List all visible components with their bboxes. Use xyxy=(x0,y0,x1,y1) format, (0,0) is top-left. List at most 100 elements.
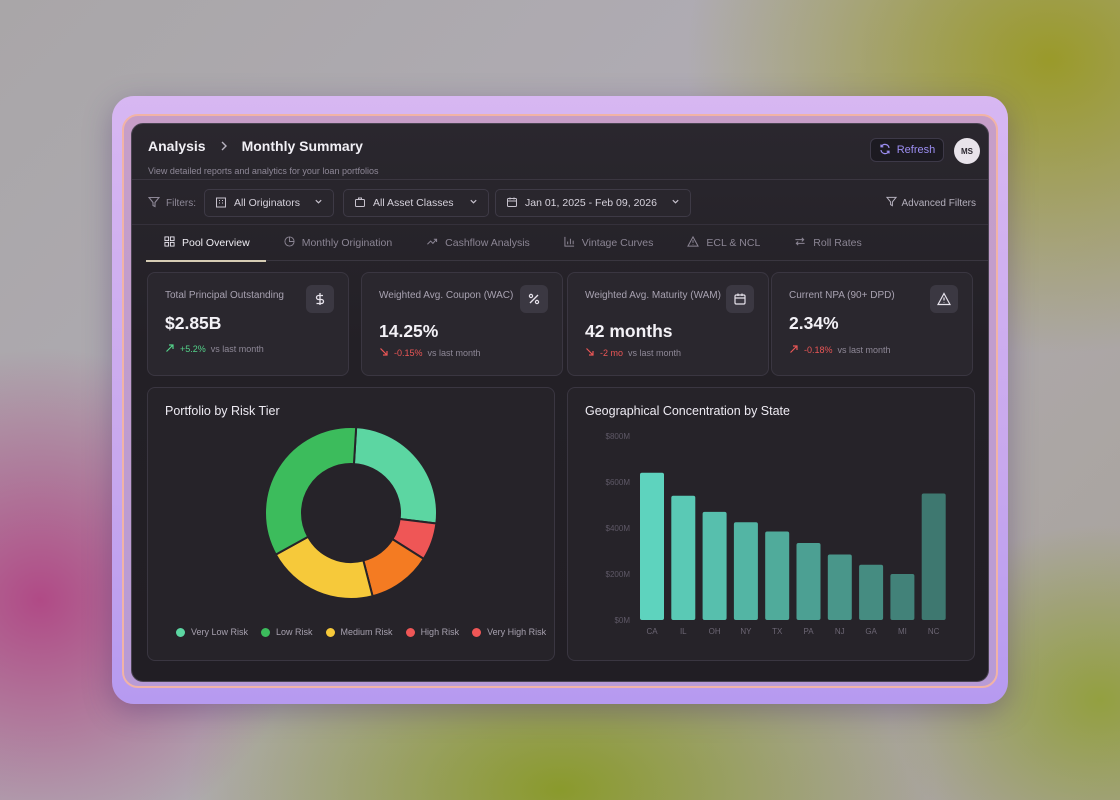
donut-slice-low-risk[interactable] xyxy=(264,426,358,557)
legend-dot xyxy=(261,627,271,637)
dollar-icon xyxy=(306,285,334,313)
geo-concentration-panel: Geographical Concentration by State $0M $… xyxy=(567,387,975,661)
x-tick-label: IL xyxy=(680,627,687,636)
kpi-delta: +5.2% vs last month xyxy=(165,343,264,355)
x-tick-label: GA xyxy=(865,627,877,636)
originator-select[interactable]: All Originators xyxy=(204,189,334,217)
asset-class-select-value: All Asset Classes xyxy=(373,197,454,209)
chevron-down-icon xyxy=(314,197,323,209)
app-window: Analysis Monthly Summary View detailed r… xyxy=(131,123,989,682)
breadcrumb: Analysis Monthly Summary xyxy=(148,138,363,154)
kpi-card-npa: Current NPA (90+ DPD) 2.34% -0.18% vs la… xyxy=(771,272,973,376)
y-tick-label: $0M xyxy=(614,616,630,625)
tab-monthly-origination[interactable]: Monthly Origination xyxy=(266,225,408,261)
calendar-icon xyxy=(726,285,754,313)
kpi-title: Current NPA (90+ DPD) xyxy=(789,290,895,301)
percent-icon xyxy=(520,285,548,313)
chevron-down-icon xyxy=(671,197,680,209)
x-tick-label: PA xyxy=(803,627,814,636)
kpi-card-wam: Weighted Avg. Maturity (WAM) 42 months -… xyxy=(567,272,769,376)
legend-very-high-risk[interactable]: Very High Risk xyxy=(472,627,546,637)
bar-ca[interactable] xyxy=(640,472,664,620)
panel-title: Portfolio by Risk Tier xyxy=(165,404,280,418)
x-tick-label: MI xyxy=(898,627,907,636)
x-tick-label: NC xyxy=(928,627,940,636)
trend-icon xyxy=(426,236,438,250)
filter-icon xyxy=(885,196,897,210)
briefcase-icon xyxy=(354,196,366,211)
avatar[interactable]: MS xyxy=(954,138,980,164)
panel-title: Geographical Concentration by State xyxy=(585,404,790,418)
refresh-button[interactable]: Refresh xyxy=(870,138,944,162)
donut-slice-very-low-risk[interactable] xyxy=(352,426,438,525)
bar-nj[interactable] xyxy=(827,554,852,620)
y-tick-label: $800M xyxy=(606,432,631,441)
geo-bar-chart: $0M $200M $400M $600M $800M CA IL OH NY TX PA NJ GA M… xyxy=(606,432,946,636)
asset-class-select[interactable]: All Asset Classes xyxy=(343,189,489,217)
legend-high-risk[interactable]: High Risk xyxy=(405,627,459,637)
bar-oh[interactable] xyxy=(702,511,727,620)
kpi-title: Total Principal Outstanding xyxy=(165,290,284,301)
tab-pool-overview[interactable]: Pool Overview xyxy=(146,225,266,262)
originator-select-value: All Originators xyxy=(234,197,300,209)
kpi-card-wac: Weighted Avg. Coupon (WAC) 14.25% -0.15%… xyxy=(361,272,563,376)
bar-nc[interactable] xyxy=(921,493,946,621)
chevron-down-icon xyxy=(469,197,478,209)
kpi-delta: -0.18% vs last month xyxy=(789,344,891,356)
swap-icon xyxy=(794,236,806,250)
bar-tx[interactable] xyxy=(765,531,790,620)
refresh-icon xyxy=(879,143,891,158)
filter-bar: Filters: All Originators All Asset Class… xyxy=(132,181,988,225)
legend-dot xyxy=(472,627,482,637)
kpi-delta: -2 mo vs last month xyxy=(585,347,681,359)
tab-bar: Pool Overview Monthly Origination Cashfl… xyxy=(146,225,988,262)
kpi-value: 42 months xyxy=(585,321,673,341)
date-range-value: Jan 01, 2025 - Feb 09, 2026 xyxy=(525,197,657,209)
kpi-value: 2.34% xyxy=(789,313,839,333)
x-tick-label: OH xyxy=(709,627,721,636)
bar-ny[interactable] xyxy=(733,522,758,620)
kpi-title: Weighted Avg. Maturity (WAM) xyxy=(585,290,721,301)
building-icon xyxy=(215,196,227,211)
filter-label: Filters: xyxy=(147,196,196,211)
chevron-right-icon xyxy=(216,138,232,154)
grid-icon xyxy=(164,236,175,250)
legend-dot xyxy=(405,627,415,637)
page-subtitle: View detailed reports and analytics for … xyxy=(148,166,379,176)
y-tick-label: $200M xyxy=(606,570,631,579)
tab-ecl-ncl[interactable]: ECL & NCL xyxy=(669,225,776,261)
date-range-select[interactable]: Jan 01, 2025 - Feb 09, 2026 xyxy=(495,189,691,217)
filter-icon xyxy=(147,196,161,211)
refresh-label: Refresh xyxy=(896,144,936,156)
advanced-filters-button[interactable]: Advanced Filters xyxy=(885,196,976,210)
tab-roll-rates[interactable]: Roll Rates xyxy=(776,225,877,261)
legend-dot xyxy=(176,627,185,637)
kpi-value: 14.25% xyxy=(379,321,439,341)
pie-icon xyxy=(284,236,295,250)
x-tick-label: CA xyxy=(646,627,658,636)
alert-icon xyxy=(930,285,958,313)
breadcrumb-root[interactable]: Analysis xyxy=(148,138,206,154)
x-tick-label: NJ xyxy=(835,627,845,636)
trend-up-icon xyxy=(165,343,175,355)
bar-mi[interactable] xyxy=(890,574,915,620)
legend-low-risk[interactable]: Low Risk xyxy=(261,627,313,637)
bar-il[interactable] xyxy=(671,495,696,620)
page-title: Monthly Summary xyxy=(241,138,363,154)
y-tick-label: $600M xyxy=(606,478,631,487)
legend-very-low-risk[interactable]: Very Low Risk xyxy=(176,627,248,637)
legend-medium-risk[interactable]: Medium Risk xyxy=(325,627,393,637)
y-tick-label: $400M xyxy=(606,524,631,533)
bar-ga[interactable] xyxy=(859,564,884,620)
x-tick-label: NY xyxy=(740,627,752,636)
window-frame: Analysis Monthly Summary View detailed r… xyxy=(112,96,1008,704)
tab-vintage-curves[interactable]: Vintage Curves xyxy=(546,225,670,261)
kpi-card-principal: Total Principal Outstanding $2.85B +5.2%… xyxy=(147,272,349,376)
calendar-icon xyxy=(506,196,518,211)
kpi-title: Weighted Avg. Coupon (WAC) xyxy=(379,290,514,301)
bar-pa[interactable] xyxy=(796,542,821,620)
warning-icon xyxy=(687,235,700,250)
tab-cashflow-analysis[interactable]: Cashflow Analysis xyxy=(408,225,546,261)
trend-down-icon xyxy=(379,347,389,359)
legend-dot xyxy=(325,627,335,637)
